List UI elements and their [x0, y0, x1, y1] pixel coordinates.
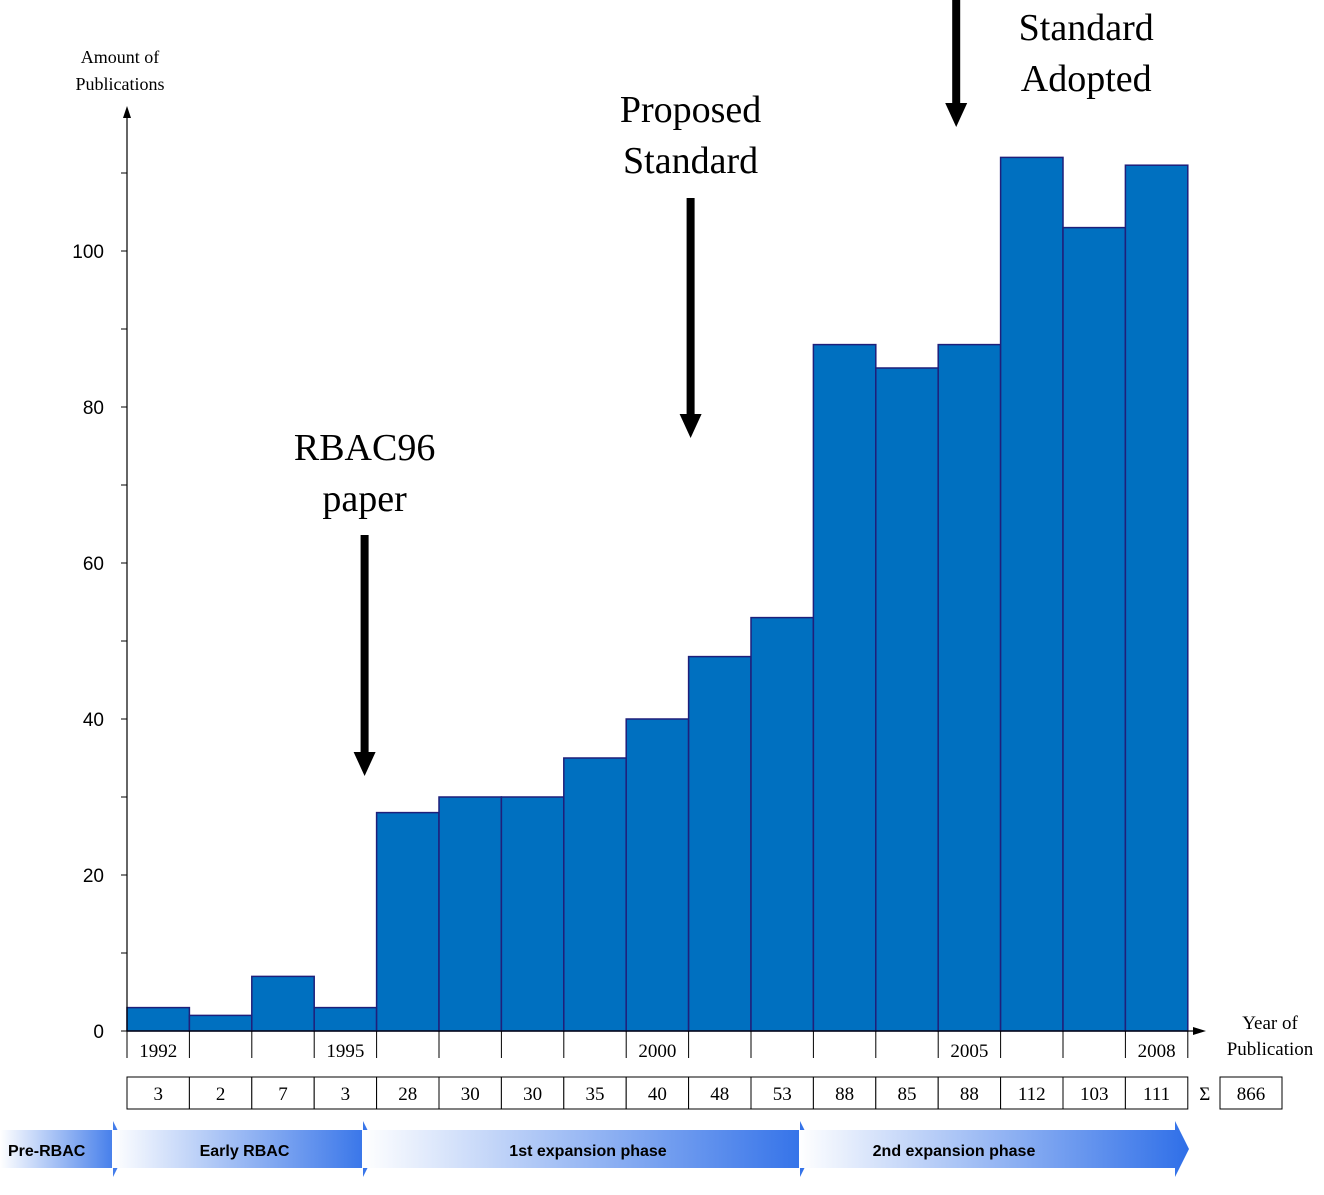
- table-cell-value: 28: [398, 1084, 417, 1105]
- bar-2000: [625, 718, 690, 1032]
- annotation-arrow-shaft: [360, 535, 369, 754]
- bar-2005: [937, 343, 1002, 1032]
- phase-label: Early RBAC: [200, 1143, 290, 1160]
- table-cell-value: 35: [586, 1084, 605, 1105]
- table-cell: [875, 1076, 939, 1110]
- bar-1995: [313, 1006, 378, 1032]
- table-cell: [1000, 1076, 1064, 1110]
- annotation-label: Standard Adopted: [1019, 7, 1154, 100]
- total-cell: [1219, 1076, 1283, 1110]
- y-tick-label: 20: [83, 866, 104, 887]
- table-cell: [937, 1076, 1002, 1110]
- annotations-group: RBAC96 paper Proposed Standard Standard Adopt…: [294, 0, 1154, 776]
- phase-arrow-shape: [362, 1121, 814, 1177]
- phase-arrows: Pre-RBAC Early RBAC 1st expansion phase 2nd…: [0, 1121, 1189, 1177]
- y-tick-label: 60: [83, 554, 104, 575]
- annotation-arrow-icon: [353, 752, 376, 776]
- annotation-arrow-icon: [679, 414, 702, 438]
- table-cell: [438, 1076, 502, 1110]
- bar-1997: [438, 796, 503, 1032]
- table-cell-value: 7: [278, 1084, 288, 1105]
- bar-2004: [875, 367, 939, 1032]
- x-tick-label: 2005: [950, 1041, 988, 1062]
- bar-2007: [1062, 226, 1127, 1032]
- table-cell-value: 88: [960, 1084, 979, 1105]
- bar-1994: [251, 975, 315, 1032]
- table-cell-value: 53: [773, 1084, 792, 1105]
- annotation-arrow-icon: [945, 103, 968, 127]
- annotation-arrow-shaft: [952, 0, 961, 105]
- x-tick-label: 1992: [139, 1041, 177, 1062]
- table-cell: [1062, 1076, 1126, 1110]
- bar-2006: [999, 156, 1064, 1032]
- value-table: 3 2 7 3 28 30 30 35 40 48 53 88 85 88 112 103 111 Σ 866: [126, 1076, 1283, 1110]
- annotation-label: RBAC96 paper: [294, 427, 435, 520]
- phase-arrow-shape: [112, 1121, 377, 1177]
- table-cell: [313, 1076, 378, 1110]
- x-tick-label: 2008: [1138, 1041, 1176, 1062]
- phase-arrow-shape: [0, 1121, 127, 1177]
- bar-2002: [750, 616, 815, 1032]
- table-cell-value: 30: [523, 1084, 542, 1105]
- y-tick-label: 80: [83, 398, 104, 419]
- x-tick-label: 1995: [326, 1041, 364, 1062]
- phase-label: 1st expansion phase: [509, 1143, 666, 1160]
- y-axis-title: Amount of Publications: [76, 47, 165, 94]
- y-tick-label: 0: [93, 1022, 104, 1043]
- y-tick-label: 40: [83, 710, 104, 731]
- table-cell: [812, 1076, 877, 1110]
- table-cell-value: 3: [153, 1084, 163, 1105]
- table-cell: [126, 1076, 190, 1110]
- bar-2001: [687, 655, 752, 1032]
- bar-2003: [812, 343, 877, 1032]
- table-cell: [500, 1076, 565, 1110]
- table-cell-value: 103: [1080, 1084, 1109, 1105]
- x-axis-arrow-icon: [1193, 1027, 1206, 1035]
- sum-symbol: Σ: [1199, 1084, 1210, 1105]
- table-cell-value: 40: [648, 1084, 667, 1105]
- total-value: 866: [1237, 1084, 1266, 1105]
- table-cell: [1124, 1076, 1189, 1110]
- table-cell-value: 48: [710, 1084, 729, 1105]
- y-tick-label: 100: [72, 242, 104, 263]
- table-cell-value: 30: [461, 1084, 480, 1105]
- table-cell-value: 88: [835, 1084, 854, 1105]
- y-axis-arrow-icon: [123, 106, 131, 118]
- bar-1999: [563, 757, 627, 1032]
- bar-1993: [188, 1014, 253, 1032]
- table-cell: [625, 1076, 690, 1110]
- phase-arrow-shape: [799, 1121, 1189, 1177]
- annotation-arrow-shaft: [686, 198, 695, 416]
- x-tick-label: 2000: [638, 1041, 676, 1062]
- table-cell-value: 111: [1143, 1084, 1170, 1105]
- table-cell-value: 85: [898, 1084, 917, 1105]
- phase-label: Pre-RBAC: [8, 1143, 86, 1160]
- table-cell-value: 3: [341, 1084, 351, 1105]
- bar-1992: [126, 1006, 191, 1032]
- table-cell-value: 112: [1018, 1084, 1046, 1105]
- phase-label: 2nd expansion phase: [873, 1143, 1036, 1160]
- bars-group: [126, 156, 1189, 1032]
- bar-1998: [500, 796, 565, 1032]
- axes-group: 0 20 40 60 80 100 1992 1995 2000 2005 2008 Amount o…: [72, 47, 1313, 1062]
- x-axis-title: Year of Publication: [1227, 1013, 1314, 1060]
- table-cell-value: 2: [216, 1084, 226, 1105]
- annotation-label: Proposed Standard: [620, 89, 761, 182]
- table-cell: [750, 1076, 814, 1110]
- table-cell: [688, 1076, 752, 1110]
- bar-2008: [1124, 164, 1189, 1032]
- bar-1996: [375, 811, 440, 1032]
